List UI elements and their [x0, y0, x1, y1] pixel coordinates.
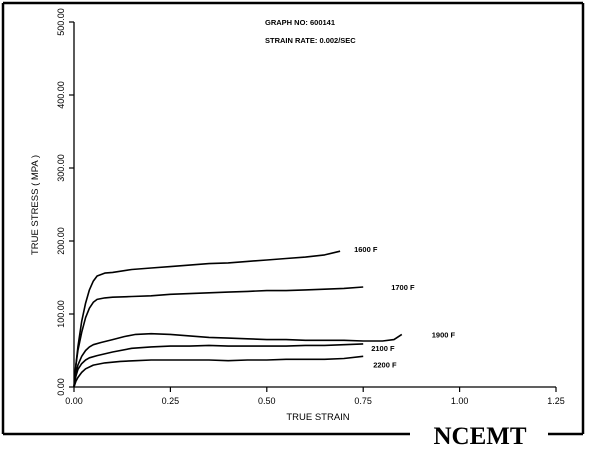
axes [73, 22, 556, 388]
y-tick-label: 300.00 [56, 154, 66, 182]
series-line [73, 332, 403, 388]
x-tick-label: 1.25 [547, 396, 565, 406]
axis-ticks: 0.00 0.25 0.50 0.75 1.00 1.25 0.00 100.00 200.00… [56, 8, 565, 406]
x-tick-label: 1.00 [451, 396, 469, 406]
strain-rate-label: STRAIN RATE: 0.002/SEC [265, 36, 356, 45]
y-tick-label: 500.00 [56, 8, 66, 36]
data-series: 1600 F 1700 F 1900 F 2100 F 2200 F [73, 245, 456, 388]
y-tick-label: 400.00 [56, 81, 66, 109]
series-line [73, 343, 364, 388]
x-tick-label: 0.75 [354, 396, 372, 406]
x-tick-label: 0.50 [258, 396, 276, 406]
x-axis-title: TRUE STRAIN [286, 412, 349, 423]
series-line [73, 355, 364, 388]
ncemt-logo: NCEMT [433, 423, 526, 450]
y-tick-label: 200.00 [56, 227, 66, 255]
series-label: 1900 F [432, 330, 456, 339]
x-tick-label: 0.25 [162, 396, 180, 406]
graph-number-label: GRAPH NO: 600141 [265, 18, 335, 27]
series-label: 2100 F [371, 344, 395, 353]
series-label: 1700 F [391, 283, 415, 292]
y-tick-label: 0.00 [56, 378, 66, 396]
figure-frame [1, 1, 585, 436]
series-line [73, 286, 364, 388]
x-tick-label: 0.00 [65, 396, 83, 406]
series-label: 1600 F [354, 245, 378, 254]
series-line [73, 250, 341, 388]
y-axis-title: TRUE STRESS ( MPA ) [30, 155, 41, 255]
y-tick-label: 100.00 [56, 300, 66, 328]
series-label: 2200 F [373, 360, 397, 369]
